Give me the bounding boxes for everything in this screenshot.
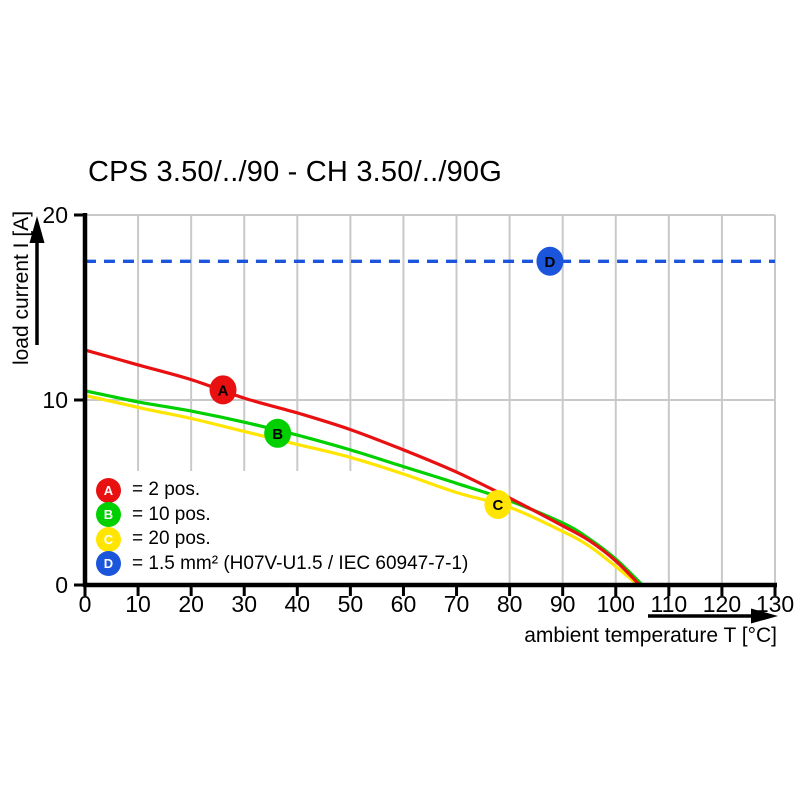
- legend-item-label: = 10 pos.: [132, 503, 211, 525]
- curve-c: [84, 393, 640, 587]
- x-tick-label-100: 100: [597, 591, 635, 617]
- x-tick-label-90: 90: [550, 591, 576, 617]
- y-tick-label-0: 0: [55, 572, 68, 598]
- x-tick-label-40: 40: [285, 591, 311, 617]
- legend-item: C = 20 pos.: [96, 526, 468, 552]
- legend-background: [87, 471, 467, 583]
- x-axis-label: ambient temperature T [°C]: [524, 624, 777, 647]
- x-tick-label-20: 20: [178, 591, 204, 617]
- legend-marker-b-icon: B: [96, 502, 121, 527]
- legend-marker-d-icon: D: [96, 551, 121, 576]
- x-tick-label-70: 70: [444, 591, 470, 617]
- marker-b-icon: [264, 418, 292, 448]
- marker-c-letter: C: [493, 497, 504, 514]
- marker-b-letter: B: [272, 426, 283, 443]
- legend-marker-c-icon: C: [96, 526, 121, 552]
- y-axis-arrow: [29, 216, 45, 345]
- marker-d-letter: D: [545, 254, 556, 271]
- x-tick-label-110: 110: [651, 591, 688, 617]
- legend-item: B = 10 pos.: [96, 502, 468, 527]
- y-tick-label-10: 10: [42, 387, 68, 413]
- legend-item-label: = 20 pos.: [132, 528, 211, 549]
- x-tick-label-30: 30: [231, 591, 257, 617]
- x-tick-label-50: 50: [338, 591, 364, 617]
- legend-marker-a-icon: A: [96, 477, 121, 503]
- legend-item: A = 2 pos.: [96, 477, 468, 503]
- legend-item-label: = 1.5 mm² (H07V-U1.5 / IEC 60947-7-1): [132, 552, 469, 574]
- marker-a-icon: [209, 375, 237, 405]
- legend-item: D = 1.5 mm² (H07V-U1.5 / IEC 60947-7-1): [96, 551, 469, 576]
- curve-a: [84, 348, 641, 587]
- x-tick-label-80: 80: [497, 591, 523, 617]
- y-tick-label-20: 20: [42, 202, 68, 228]
- legend-item-label: = 2 pos.: [132, 479, 201, 500]
- x-tick-label-120: 120: [703, 591, 741, 617]
- page-title: CPS 3.50/../90 - CH 3.50/../90G: [88, 156, 503, 188]
- marker-d-icon: [536, 246, 564, 276]
- x-tick-label-10: 10: [125, 591, 151, 617]
- x-axis-arrow: [648, 608, 778, 624]
- legend: A = 2 pos. B = 10 pos. C = 20 pos. D = 1…: [96, 477, 469, 576]
- y-axis-label: load current I [A]: [10, 210, 33, 366]
- x-tick-label-60: 60: [391, 591, 417, 617]
- marker-a-letter: A: [218, 382, 229, 399]
- marker-c-icon: [484, 490, 512, 520]
- x-tick-label-0: 0: [79, 591, 92, 617]
